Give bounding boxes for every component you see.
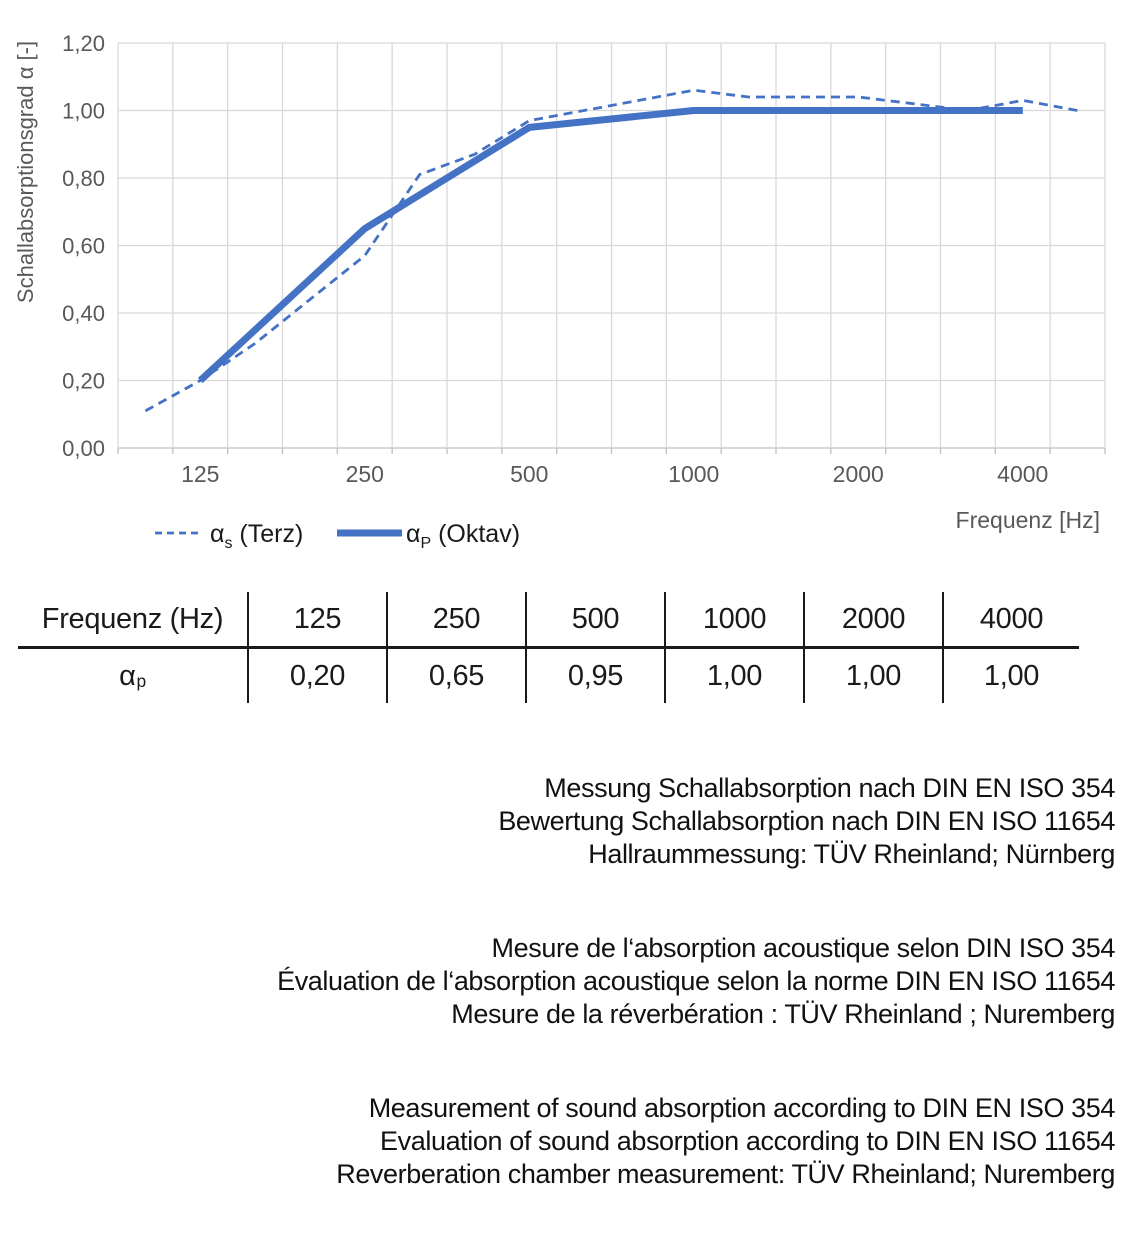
table-header-4000: 4000 xyxy=(942,592,1079,649)
table-value-500: 0,95 xyxy=(525,649,664,703)
y-axis-title: Schallabsorptionsgrad α [-] xyxy=(13,41,38,303)
note-en-line1: Measurement of sound absorption accordin… xyxy=(368,1093,1116,1123)
absorption-chart: 0,00 0,20 0,40 0,60 0,80 1,00 1,20 125 250 500 100… xyxy=(0,0,1135,570)
note-de-line1: Messung Schallabsorption nach DIN EN ISO… xyxy=(544,773,1115,803)
note-fr-line2: Évaluation de l‘absorption acoustique se… xyxy=(277,966,1115,996)
table-header-frequency: Frequenz (Hz) xyxy=(18,592,247,649)
table-header-1000: 1000 xyxy=(664,592,803,649)
table-header-125: 125 xyxy=(247,592,386,649)
x-tick-label: 500 xyxy=(510,461,548,487)
x-tick-label: 1000 xyxy=(668,461,719,487)
table-value-2000: 1,00 xyxy=(803,649,942,703)
series-alpha-p-oktav xyxy=(197,107,1023,384)
legend-label-terz: αs (Terz) xyxy=(210,520,303,552)
y-tick-label: 1,20 xyxy=(62,31,105,56)
table-header-250: 250 xyxy=(386,592,525,649)
alpha-symbol: α xyxy=(119,659,136,692)
legend-label-oktav: αP (Oktav) xyxy=(406,520,520,552)
note-en-line2: Evaluation of sound absorption according… xyxy=(380,1126,1115,1156)
note-french: Mesure de l‘absorption acoustique selon … xyxy=(277,932,1115,1031)
note-en-line3: Reverberation chamber measurement: TÜV R… xyxy=(336,1159,1115,1189)
y-tick-label: 0,00 xyxy=(62,436,105,461)
x-tick-label: 2000 xyxy=(833,461,884,487)
y-tick-label: 0,20 xyxy=(62,369,105,394)
table-value-1000: 1,00 xyxy=(664,649,803,703)
table-value-250: 0,65 xyxy=(386,649,525,703)
x-tick-label: 4000 xyxy=(997,461,1048,487)
y-tick-label: 1,00 xyxy=(62,99,105,124)
table-value-125: 0,20 xyxy=(247,649,386,703)
note-fr-line3: Mesure de la réverbération : TÜV Rheinla… xyxy=(451,999,1115,1029)
note-german: Messung Schallabsorption nach DIN EN ISO… xyxy=(498,772,1115,871)
x-tick-label: 250 xyxy=(346,461,384,487)
note-de-line3: Hallraummessung: TÜV Rheinland; Nürnberg xyxy=(588,839,1115,869)
x-tick-label: 125 xyxy=(181,461,219,487)
y-tick-label: 0,80 xyxy=(62,166,105,191)
table-value-4000: 1,00 xyxy=(942,649,1079,703)
y-tick-label: 0,60 xyxy=(62,234,105,259)
note-fr-line1: Mesure de l‘absorption acoustique selon … xyxy=(491,933,1116,963)
x-axis-title: Frequenz [Hz] xyxy=(956,507,1100,533)
table-header-2000: 2000 xyxy=(803,592,942,649)
alpha-p-table: Frequenz (Hz) 125 250 500 1000 2000 4000… xyxy=(18,592,1080,703)
alpha-subscript: p xyxy=(136,671,147,692)
series-alpha-s-terz xyxy=(144,88,1078,413)
note-de-line2: Bewertung Schallabsorption nach DIN EN I… xyxy=(498,806,1115,836)
note-english: Measurement of sound absorption accordin… xyxy=(336,1092,1115,1191)
absorption-chart-svg: 0,00 0,20 0,40 0,60 0,80 1,00 1,20 125 250 500 100… xyxy=(13,31,1106,552)
table-header-500: 500 xyxy=(525,592,664,649)
y-tick-label: 0,40 xyxy=(62,301,105,326)
